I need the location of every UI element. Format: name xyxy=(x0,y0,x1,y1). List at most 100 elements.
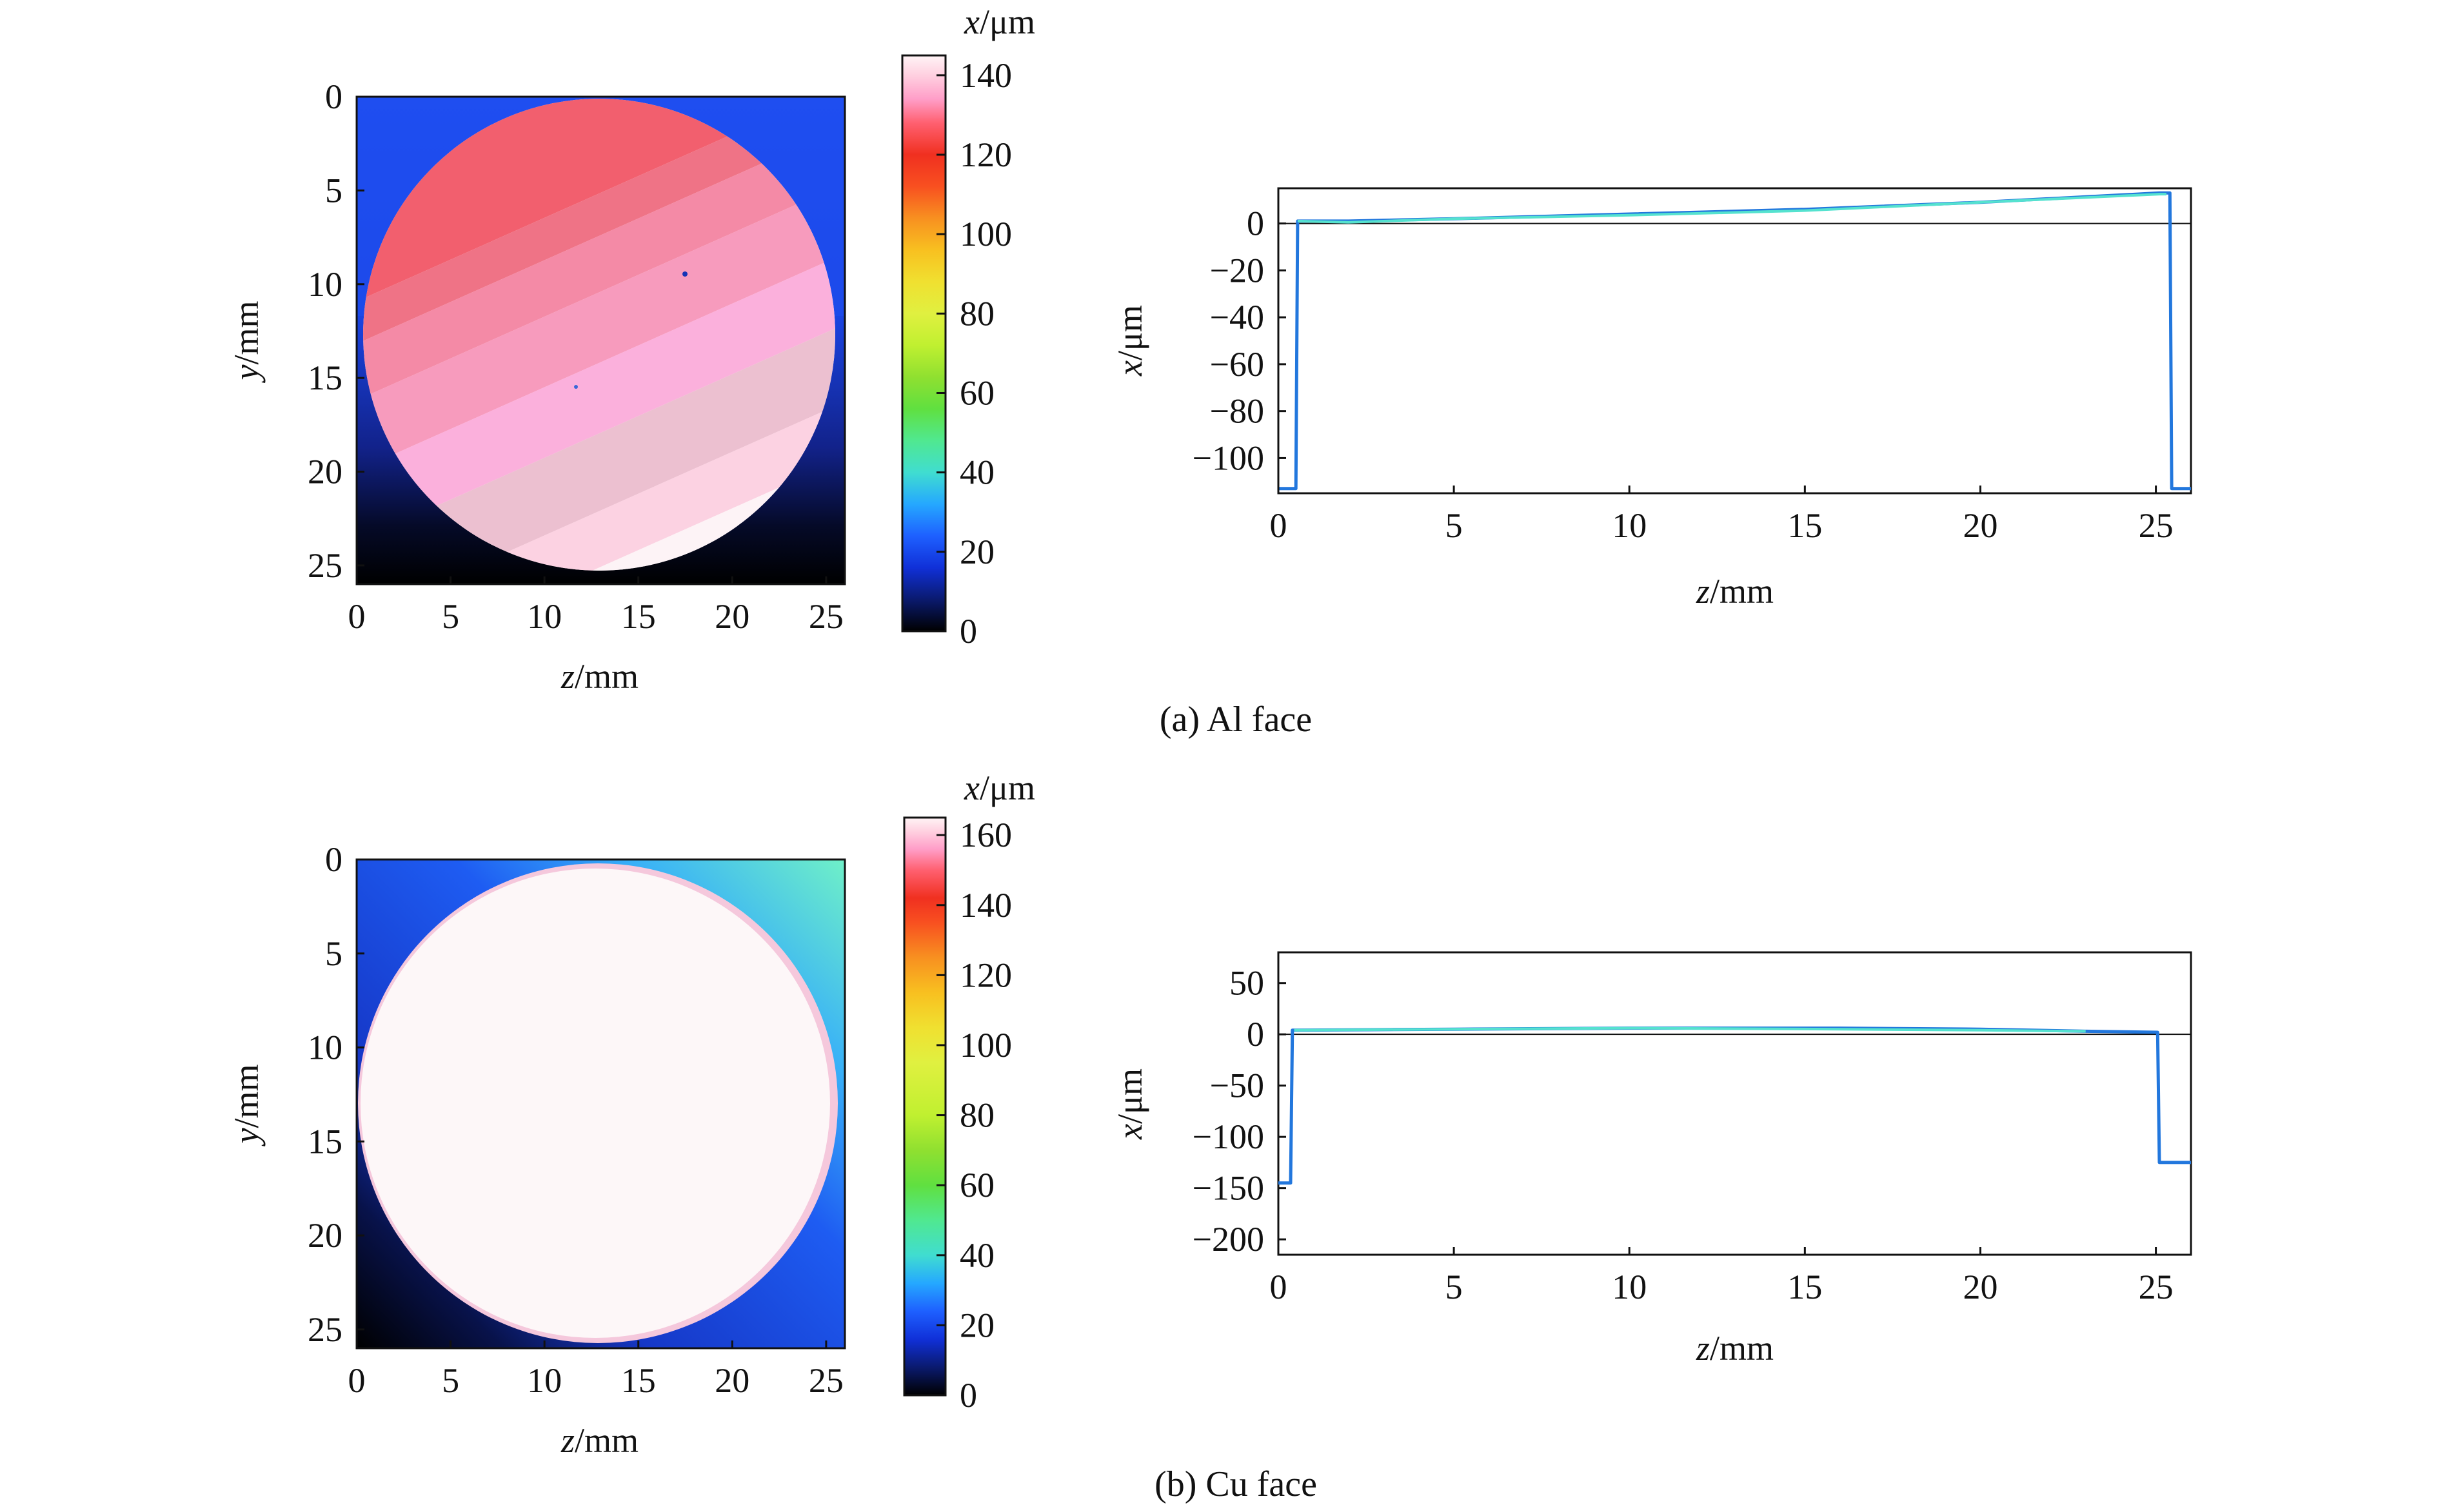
al-face-caption: (a) Al face xyxy=(1160,700,1312,740)
al-map-speck xyxy=(682,271,688,277)
x-tick-label: 15 xyxy=(621,1361,656,1400)
x-tick-label: 5 xyxy=(442,1361,459,1400)
colorbar-tick-label: 140 xyxy=(960,56,1012,95)
colorbar-tick-label: 80 xyxy=(960,1096,995,1135)
y-tick-label: −80 xyxy=(1210,392,1264,431)
al-colorbar-ticks: 0 20 40 60 80 100 120 140 xyxy=(937,56,1012,651)
al-profile-ylabel: x/μm xyxy=(1111,305,1149,377)
al-map-frame xyxy=(355,95,846,585)
al-profile-axes: 0 5 10 15 20 25 0 −20 −40 −60 −80 −100 xyxy=(1193,204,2174,545)
al-profile-frame xyxy=(1277,187,2192,495)
al-profile-plot xyxy=(1278,191,2191,491)
colorbar-tick-label: 60 xyxy=(960,373,995,412)
x-tick-label: 0 xyxy=(1270,1268,1287,1306)
al-colorbar-ramp xyxy=(902,55,946,631)
al-colorbar: 0 20 40 60 80 100 120 140 x/μm xyxy=(901,3,1035,651)
y-tick-label: 5 xyxy=(325,934,342,973)
y-tick-label: 0 xyxy=(325,840,342,879)
cu-map-frame xyxy=(355,858,846,1350)
x-tick-label: 10 xyxy=(1612,506,1647,545)
colorbar-tick-label: 0 xyxy=(960,612,977,651)
cu-map-disk xyxy=(361,869,830,1338)
y-tick-label: 0 xyxy=(1247,204,1264,243)
cu-map-image xyxy=(357,859,845,1348)
profile-series-line xyxy=(1297,193,2166,224)
profile-series-line xyxy=(1294,1026,2086,1033)
al-face-profile: 0 5 10 15 20 25 0 −20 −40 −60 −80 −100 x/μm z/mm xyxy=(1111,187,2192,611)
cu-map-ylabel: y/mm xyxy=(227,1065,266,1147)
cu-colorbar-label: x/μm xyxy=(964,769,1035,807)
al-map-ylabel: y/mm xyxy=(227,301,266,384)
x-tick-label: 20 xyxy=(715,597,749,636)
cu-profile-xlabel: z/mm xyxy=(1696,1329,1774,1368)
cu-profile-ylabel: x/μm xyxy=(1111,1068,1149,1140)
colorbar-tick-label: 100 xyxy=(960,1026,1012,1065)
cu-colorbar: 0 20 40 60 80 100 120 140 160 x/μm xyxy=(903,769,1035,1415)
y-tick-label: −20 xyxy=(1210,251,1264,290)
cu-colorbar-ramp xyxy=(904,818,946,1395)
x-tick-label: 20 xyxy=(1963,506,1997,545)
x-tick-label: 20 xyxy=(715,1361,749,1400)
cu-profile-plot xyxy=(1278,1026,2191,1185)
x-tick-label: 0 xyxy=(1270,506,1287,545)
y-tick-label: 0 xyxy=(325,77,342,116)
x-tick-label: 5 xyxy=(1445,1268,1463,1306)
y-tick-label: −50 xyxy=(1210,1066,1264,1105)
x-tick-label: 15 xyxy=(1787,1268,1822,1306)
colorbar-tick-label: 100 xyxy=(960,215,1012,253)
y-tick-label: −200 xyxy=(1193,1220,1264,1259)
colorbar-tick-label: 0 xyxy=(960,1376,977,1415)
colorbar-tick-label: 20 xyxy=(960,533,995,571)
al-map-image xyxy=(357,97,845,584)
cu-map-xlabel: z/mm xyxy=(560,1421,639,1460)
y-tick-label: 25 xyxy=(308,1310,342,1349)
y-tick-label: 15 xyxy=(308,358,342,397)
colorbar-tick-label: 20 xyxy=(960,1306,995,1344)
al-profile-xlabel: z/mm xyxy=(1696,572,1774,611)
y-tick-label: 20 xyxy=(308,1216,342,1255)
cu-face-profile: 0 5 10 15 20 25 50 0 −50 −100 −150 −200 x/μm z/mm xyxy=(1111,951,2192,1368)
x-tick-label: 15 xyxy=(621,597,656,636)
colorbar-tick-label: 80 xyxy=(960,294,995,333)
al-colorbar-label: x/μm xyxy=(964,3,1035,41)
colorbar-tick-label: 140 xyxy=(960,886,1012,925)
al-colorbar-frame xyxy=(901,54,947,633)
cu-colorbar-frame xyxy=(903,816,947,1397)
x-tick-label: 20 xyxy=(1963,1268,1997,1306)
y-tick-label: 50 xyxy=(1229,964,1264,1003)
colorbar-tick-label: 40 xyxy=(960,453,995,492)
y-tick-label: −100 xyxy=(1193,438,1264,477)
colorbar-tick-label: 120 xyxy=(960,135,1012,174)
cu-colorbar-ticks: 0 20 40 60 80 100 120 140 160 xyxy=(937,816,1012,1415)
y-tick-label: 5 xyxy=(325,171,342,210)
al-map-xlabel: z/mm xyxy=(560,657,639,696)
x-tick-label: 5 xyxy=(442,597,459,636)
x-tick-label: 25 xyxy=(809,1361,844,1400)
x-tick-label: 25 xyxy=(809,597,844,636)
y-tick-label: 25 xyxy=(308,546,342,585)
colorbar-tick-label: 60 xyxy=(960,1166,995,1204)
x-tick-label: 0 xyxy=(348,597,366,636)
y-tick-label: −100 xyxy=(1193,1117,1264,1156)
x-tick-label: 25 xyxy=(2139,1268,2174,1306)
x-tick-label: 0 xyxy=(348,1361,366,1400)
y-tick-label: 10 xyxy=(308,265,342,304)
y-tick-label: 20 xyxy=(308,453,342,491)
x-tick-label: 10 xyxy=(527,597,562,636)
cu-face-caption: (b) Cu face xyxy=(1155,1464,1317,1504)
x-tick-label: 15 xyxy=(1787,506,1822,545)
cu-profile-frame xyxy=(1277,951,2192,1256)
y-tick-label: 15 xyxy=(308,1122,342,1161)
al-map-band xyxy=(363,99,835,401)
y-tick-label: −40 xyxy=(1210,298,1264,337)
y-tick-label: −150 xyxy=(1193,1169,1264,1208)
x-tick-label: 10 xyxy=(527,1361,562,1400)
colorbar-tick-label: 40 xyxy=(960,1236,995,1275)
al-map-speck xyxy=(574,385,578,389)
colorbar-tick-label: 160 xyxy=(960,816,1012,854)
